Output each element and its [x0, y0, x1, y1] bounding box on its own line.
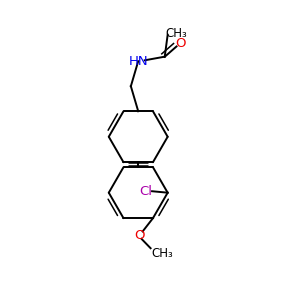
Text: O: O [134, 230, 145, 242]
Text: O: O [175, 37, 185, 50]
Text: HN: HN [128, 55, 148, 68]
Text: CH₃: CH₃ [165, 27, 187, 40]
Text: CH₃: CH₃ [151, 247, 173, 260]
Text: Cl: Cl [139, 185, 152, 198]
